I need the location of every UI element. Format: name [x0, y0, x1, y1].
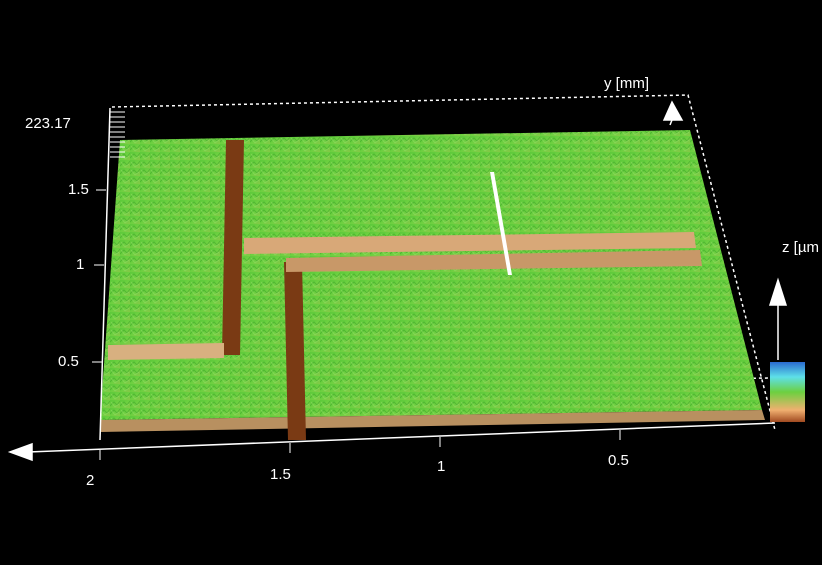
y-axis-label: y [mm]: [604, 75, 649, 92]
bottom-tick: 2: [86, 472, 94, 489]
surface-view: 223.17 1.5 1 0.5 2 1.5 1 0.5 y [mm] z [µ…: [0, 0, 822, 565]
vertical-max: 223.17: [25, 115, 71, 132]
color-bar: [770, 362, 805, 422]
z-axis-label: z [µm: [782, 239, 819, 256]
vertical-tick: 0.5: [58, 353, 79, 370]
vertical-tick: 1: [76, 256, 84, 273]
surface: [100, 130, 762, 420]
bottom-tick: 0.5: [608, 452, 629, 469]
bottom-tick: 1.5: [270, 466, 291, 483]
vertical-tick: 1.5: [68, 181, 89, 198]
bottom-tick: 1: [437, 458, 445, 475]
